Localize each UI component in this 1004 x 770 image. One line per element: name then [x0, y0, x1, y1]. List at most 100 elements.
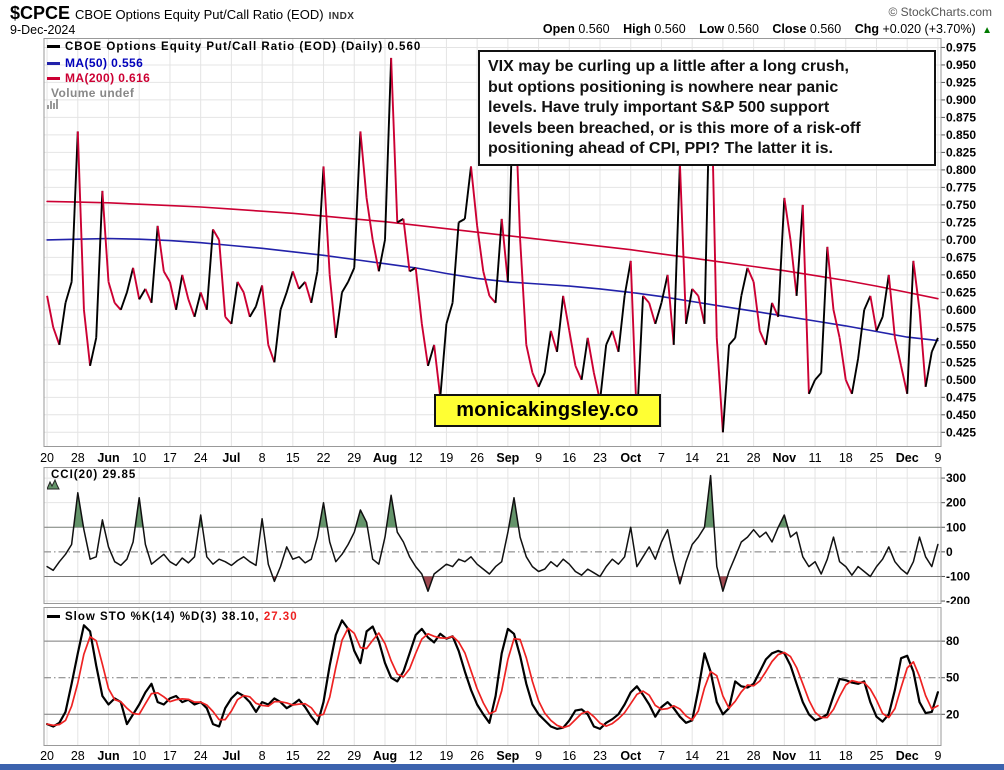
symbol: $CPCE: [10, 3, 71, 23]
x-tick-label: 26: [470, 451, 485, 465]
x-tick-label: 28: [70, 451, 85, 465]
ma200-legend-label: MA(200): [65, 71, 115, 85]
x-tick-label: Sep: [496, 451, 520, 465]
x-tick-label: Jul: [222, 451, 241, 465]
price-legend: CBOE Options Equity Put/Call Ratio (EOD)…: [47, 41, 422, 109]
svg-text:0.800: 0.800: [946, 163, 976, 177]
open-label: Open: [542, 22, 575, 36]
x-tick-label: 23: [593, 451, 607, 465]
cci-legend: CCI(20) 29.85: [47, 469, 137, 490]
cci-legend-value: 29.85: [102, 469, 137, 481]
x-tick-label: Nov: [772, 451, 797, 465]
x-tick-label: 25: [869, 451, 884, 465]
up-arrow-icon: ▲: [982, 25, 992, 36]
svg-text:0.975: 0.975: [946, 40, 976, 54]
x-tick-label: 14: [685, 451, 700, 465]
x-tick-label: 16: [562, 749, 577, 763]
svg-text:100: 100: [946, 520, 966, 534]
svg-text:-100: -100: [946, 569, 970, 583]
x-tick-label: 18: [838, 451, 853, 465]
x-tick-label: 8: [258, 451, 266, 465]
x-tick-label: Dec: [895, 749, 919, 763]
bottom-bar: [0, 764, 1004, 770]
x-tick-label: 25: [869, 749, 884, 763]
svg-text:0.550: 0.550: [946, 338, 976, 352]
svg-text:0.500: 0.500: [946, 373, 976, 387]
x-axis-labels-bottom: 20 28 Jun 10 17 24 Jul 8 15 22 29 Aug 12 19 26 Sep 9 16 23…: [0, 748, 1004, 765]
chg-label: Chg: [854, 22, 879, 36]
ma200-legend-line: MA(200) 0.616: [47, 71, 421, 86]
cci-legend-line: CCI(20) 29.85: [47, 469, 137, 490]
watermark: monicakingsley.co: [434, 394, 661, 427]
low-value: 0.560: [727, 22, 759, 36]
sto-legend: Slow STO %K(14) %D(3) 38.10, 27.30: [47, 611, 298, 626]
x-tick-label: 29: [347, 749, 362, 763]
svg-text:0.700: 0.700: [946, 233, 976, 247]
chart-date: 9-Dec-2024: [10, 23, 76, 37]
ma200-line-swatch-icon: [47, 77, 60, 81]
svg-text:20: 20: [946, 707, 960, 721]
svg-text:0.675: 0.675: [946, 250, 976, 264]
volume-legend-label: Volume: [51, 86, 96, 100]
svg-text:0.475: 0.475: [946, 390, 976, 404]
svg-text:0.825: 0.825: [946, 145, 976, 159]
x-axis-labels-top: 20 28 Jun 10 17 24 Jul 8 15 22 29 Aug 12 19 26 Sep 9 16 23…: [0, 450, 1004, 467]
x-tick-label: 10: [132, 749, 147, 763]
svg-text:0.925: 0.925: [946, 75, 976, 89]
x-tick-label: Aug: [372, 451, 398, 465]
x-tick-label: 26: [470, 749, 485, 763]
price-line-swatch-icon: [47, 45, 60, 49]
ma50-legend-label: MA(50): [65, 56, 108, 70]
svg-text:80: 80: [946, 634, 960, 648]
x-tick-label: 14: [685, 749, 700, 763]
svg-text:0.775: 0.775: [946, 180, 976, 194]
x-tick-label: 16: [562, 451, 577, 465]
sto-k-value: 38.10,: [221, 611, 260, 623]
x-tick-label: 28: [746, 749, 761, 763]
x-tick-label: 7: [657, 749, 665, 763]
x-tick-label: 22: [316, 749, 331, 763]
x-tick-label: 17: [162, 749, 177, 763]
svg-text:300: 300: [946, 471, 966, 485]
x-tick-label: 9: [535, 451, 543, 465]
x-tick-label: 21: [715, 749, 730, 763]
quote-row: Open 0.560 High 0.560 Low 0.560 Close 0.…: [533, 22, 992, 36]
symbol-name: CBOE Options Equity Put/Call Ratio (EOD): [75, 7, 324, 22]
x-tick-label: 19: [439, 749, 454, 763]
chart-title: $CPCE CBOE Options Equity Put/Call Ratio …: [10, 3, 354, 24]
x-tick-label: 7: [657, 451, 665, 465]
x-tick-label: 24: [193, 749, 208, 763]
svg-text:0.600: 0.600: [946, 303, 976, 317]
x-tick-label: 28: [70, 749, 85, 763]
x-tick-label: 9: [934, 451, 942, 465]
ma50-legend-value: 0.556: [111, 56, 144, 70]
x-tick-label: Oct: [620, 749, 642, 763]
x-tick-label: 9: [934, 749, 942, 763]
sto-k-swatch-icon: [47, 615, 60, 619]
svg-text:0.950: 0.950: [946, 58, 976, 72]
price-legend-value: 0.560: [387, 41, 422, 53]
annotation-box: VIX may be curling up a little after a l…: [478, 50, 936, 166]
x-tick-label: Oct: [620, 451, 642, 465]
cci-legend-label: CCI(20): [51, 469, 99, 481]
x-tick-label: 20: [40, 749, 55, 763]
annotation-line: levels. Have truly important S&P 500 sup…: [488, 99, 830, 116]
x-tick-label: 22: [316, 451, 331, 465]
x-tick-label: 23: [593, 749, 607, 763]
svg-text:0.625: 0.625: [946, 285, 976, 299]
x-tick-label: 17: [162, 451, 177, 465]
x-tick-label: Nov: [772, 749, 797, 763]
svg-text:0.900: 0.900: [946, 93, 976, 107]
chg-value: +0.020 (+3.70%): [882, 22, 976, 36]
svg-text:200: 200: [946, 496, 966, 510]
ma200-legend-value: 0.616: [118, 71, 151, 85]
x-tick-label: Dec: [895, 451, 919, 465]
svg-text:0: 0: [946, 545, 953, 559]
x-tick-label: Jun: [97, 749, 120, 763]
price-legend-label: CBOE Options Equity Put/Call Ratio (EOD)…: [65, 41, 384, 53]
sto-d-value: 27.30: [263, 611, 298, 623]
svg-text:-200: -200: [946, 594, 970, 604]
x-tick-label: 29: [347, 451, 362, 465]
high-label: High: [623, 22, 651, 36]
